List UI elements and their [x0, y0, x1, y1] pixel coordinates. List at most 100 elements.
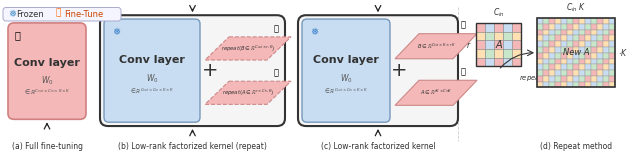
- Bar: [597, 53, 603, 59]
- Bar: [603, 82, 609, 87]
- Bar: [561, 18, 567, 24]
- Bar: [597, 35, 603, 41]
- Bar: [476, 32, 485, 40]
- Bar: [591, 47, 597, 53]
- Bar: [603, 53, 609, 59]
- Bar: [512, 49, 521, 58]
- Bar: [579, 59, 585, 64]
- Bar: [567, 35, 573, 41]
- Bar: [561, 70, 567, 76]
- Bar: [537, 82, 543, 87]
- Bar: [597, 47, 603, 53]
- Bar: [573, 76, 579, 82]
- Bar: [597, 64, 603, 70]
- Bar: [591, 35, 597, 41]
- Bar: [591, 41, 597, 47]
- Bar: [512, 23, 521, 32]
- FancyBboxPatch shape: [298, 15, 458, 126]
- Bar: [503, 40, 512, 49]
- Bar: [543, 64, 549, 70]
- Bar: [503, 58, 512, 66]
- FancyBboxPatch shape: [3, 8, 121, 21]
- Bar: [561, 35, 567, 41]
- Bar: [549, 76, 555, 82]
- Bar: [512, 40, 521, 49]
- Bar: [591, 64, 597, 70]
- Bar: [537, 59, 543, 64]
- Text: 🔥: 🔥: [15, 31, 21, 41]
- Bar: [591, 30, 597, 35]
- Bar: [567, 30, 573, 35]
- FancyBboxPatch shape: [302, 19, 390, 122]
- Bar: [579, 18, 585, 24]
- Bar: [597, 18, 603, 24]
- Bar: [597, 24, 603, 30]
- Text: 🔥: 🔥: [461, 21, 466, 30]
- Bar: [585, 76, 591, 82]
- Bar: [609, 41, 615, 47]
- Bar: [561, 76, 567, 82]
- Bar: [537, 76, 543, 82]
- Bar: [573, 18, 579, 24]
- Bar: [567, 47, 573, 53]
- Bar: [579, 30, 585, 35]
- Text: $r$: $r$: [467, 40, 472, 50]
- Bar: [543, 24, 549, 30]
- Bar: [579, 70, 585, 76]
- Bar: [494, 40, 503, 49]
- Bar: [555, 24, 561, 30]
- Bar: [585, 82, 591, 87]
- Bar: [549, 30, 555, 35]
- Bar: [543, 53, 549, 59]
- FancyBboxPatch shape: [8, 23, 86, 119]
- Bar: [573, 35, 579, 41]
- Bar: [609, 35, 615, 41]
- Bar: [543, 30, 549, 35]
- Polygon shape: [205, 81, 291, 104]
- Bar: [591, 59, 597, 64]
- Text: $C_{in}$: $C_{in}$: [493, 7, 504, 19]
- Bar: [537, 64, 543, 70]
- Text: Conv layer: Conv layer: [313, 55, 379, 65]
- Bar: [579, 76, 585, 82]
- Bar: [512, 32, 521, 40]
- Bar: [537, 47, 543, 53]
- Text: ❅: ❅: [8, 9, 16, 19]
- Polygon shape: [395, 34, 477, 59]
- Text: A: A: [495, 40, 502, 50]
- Bar: [555, 18, 561, 24]
- Bar: [567, 82, 573, 87]
- Bar: [573, 64, 579, 70]
- Bar: [512, 58, 521, 66]
- Bar: [603, 18, 609, 24]
- Bar: [476, 23, 521, 66]
- Bar: [609, 53, 615, 59]
- Bar: [609, 18, 615, 24]
- Bar: [579, 53, 585, 59]
- Bar: [579, 35, 585, 41]
- Bar: [567, 41, 573, 47]
- Text: $\in\mathbb{R}^{C_{out}\times C_{in}\times K\times K}$: $\in\mathbb{R}^{C_{out}\times C_{in}\tim…: [129, 87, 175, 96]
- Bar: [555, 30, 561, 35]
- Bar: [555, 53, 561, 59]
- Bar: [555, 41, 561, 47]
- Bar: [609, 47, 615, 53]
- Bar: [503, 23, 512, 32]
- Bar: [494, 32, 503, 40]
- Bar: [503, 32, 512, 40]
- Bar: [549, 82, 555, 87]
- Text: $B\in\mathbb{R}^{C_{out}\times K\times rK}$: $B\in\mathbb{R}^{C_{out}\times K\times r…: [417, 42, 456, 51]
- Text: $A\in\mathbb{R}^{rK\times C_{in}K}$: $A\in\mathbb{R}^{rK\times C_{in}K}$: [420, 88, 452, 97]
- Bar: [543, 76, 549, 82]
- Bar: [579, 41, 585, 47]
- Bar: [549, 53, 555, 59]
- Bar: [549, 59, 555, 64]
- Bar: [543, 59, 549, 64]
- Bar: [591, 18, 597, 24]
- Bar: [485, 40, 494, 49]
- Bar: [597, 30, 603, 35]
- Text: ❅: ❅: [310, 27, 318, 37]
- FancyBboxPatch shape: [104, 19, 200, 122]
- Bar: [585, 24, 591, 30]
- Bar: [597, 41, 603, 47]
